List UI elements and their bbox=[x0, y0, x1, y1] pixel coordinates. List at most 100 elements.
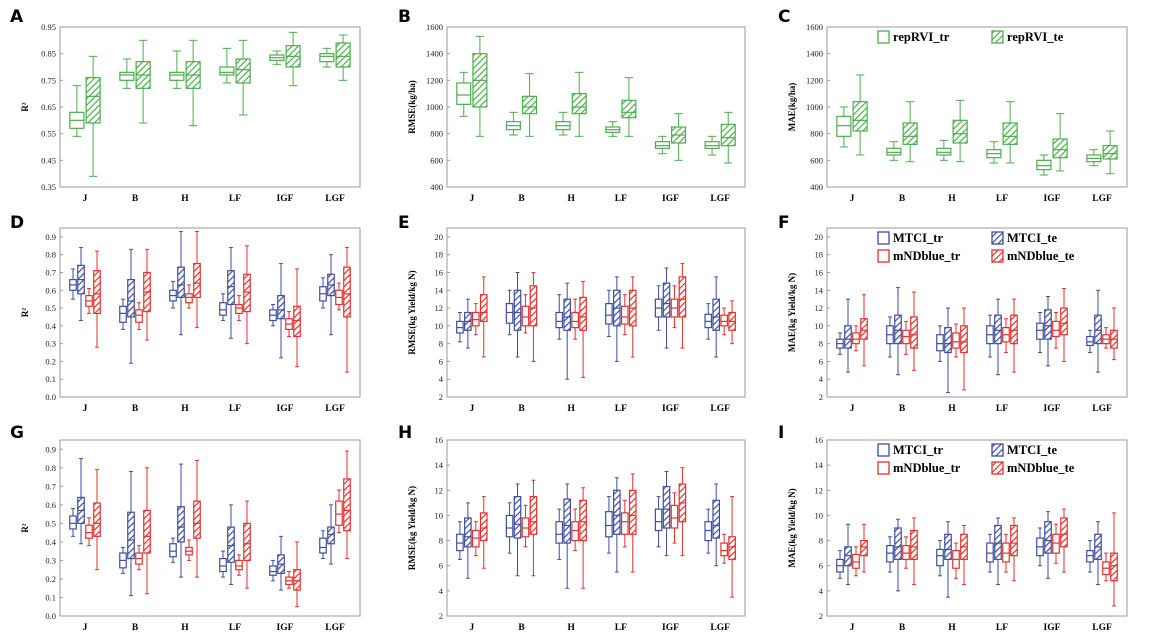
box-mtci-te bbox=[1044, 511, 1052, 579]
box-mndblue-tr bbox=[135, 302, 143, 330]
y-tick-label: 0.4 bbox=[45, 321, 56, 331]
box-mtci-tr bbox=[119, 298, 127, 330]
box-mndblue-tr bbox=[571, 508, 579, 552]
box-mtci-tr bbox=[555, 508, 564, 560]
x-category-label: LF bbox=[996, 623, 1008, 633]
box-reprvi-te bbox=[135, 39, 151, 124]
box-mtci-tr bbox=[169, 280, 177, 309]
box-mtci-te bbox=[613, 477, 621, 573]
box-mtci-tr bbox=[555, 294, 564, 340]
box-mndblue-te bbox=[193, 231, 201, 329]
y-tick-label: 8 bbox=[439, 536, 443, 546]
x-category-label: LGF bbox=[325, 623, 345, 633]
y-tick-label: 0.35 bbox=[41, 182, 56, 192]
y-tick-label: 14 bbox=[815, 285, 824, 295]
y-tick-label: 20 bbox=[435, 232, 444, 242]
box-mtci-tr bbox=[1086, 329, 1094, 354]
box-reprvi-tr bbox=[269, 50, 285, 65]
box-reprvi-tr bbox=[119, 58, 135, 89]
panel-h: H 2 4 6 8 10 12 14 16 RMSE(kg Yield/kg N) J B H LF IGF… bbox=[398, 423, 746, 633]
box-mtci-tr bbox=[269, 303, 277, 327]
box-mndblue-tr bbox=[521, 504, 530, 548]
box-mtci-tr bbox=[219, 550, 227, 578]
y-tick-label: 0.8 bbox=[45, 463, 56, 473]
open-box-icon bbox=[877, 443, 890, 457]
box-mndblue-tr bbox=[670, 492, 679, 544]
box-mndblue-tr bbox=[85, 517, 93, 547]
box-mndblue-te bbox=[343, 450, 351, 560]
box-reprvi-te bbox=[285, 31, 301, 87]
box-mtci-te bbox=[844, 523, 852, 586]
box-mndblue-tr bbox=[185, 284, 193, 309]
y-tick-label: 0.65 bbox=[41, 102, 56, 112]
box-mndblue-te bbox=[860, 294, 868, 367]
box-mtci-tr bbox=[605, 289, 613, 338]
y-tick-label: 0.6 bbox=[45, 500, 56, 510]
x-category-label: IGF bbox=[277, 404, 294, 414]
x-category-label: J bbox=[83, 623, 88, 633]
box-reprvi-te bbox=[902, 101, 918, 163]
box-mtci-te bbox=[177, 231, 185, 336]
box-mndblue-te bbox=[529, 271, 538, 362]
box-mndblue-tr bbox=[620, 294, 629, 336]
y-tick-label: 16 bbox=[435, 435, 444, 445]
box-mtci-tr bbox=[936, 540, 944, 577]
x-category-label: LGF bbox=[325, 404, 345, 414]
box-mndblue-tr bbox=[471, 521, 480, 557]
y-tick-label: 12 bbox=[815, 303, 824, 313]
plot-frame bbox=[826, 227, 1128, 398]
x-category-label: IGF bbox=[1044, 194, 1061, 204]
panel-label: B bbox=[398, 7, 411, 27]
box-mtci-te bbox=[1044, 295, 1052, 367]
box-mtci-te bbox=[464, 502, 472, 579]
box-mtci-te bbox=[127, 248, 135, 364]
y-tick-label: 1600 bbox=[426, 22, 443, 32]
open-box-icon bbox=[877, 231, 890, 245]
box-mndblue-tr bbox=[1002, 533, 1010, 573]
box-reprvi-te bbox=[621, 77, 637, 137]
x-category-label: J bbox=[469, 194, 474, 204]
box-mtci-tr bbox=[1036, 527, 1044, 567]
box-mndblue-tr bbox=[902, 320, 910, 355]
y-tick-label: 2 bbox=[439, 392, 443, 402]
y-tick-label: 4 bbox=[819, 586, 824, 596]
box-reprvi-tr bbox=[555, 111, 571, 136]
y-tick-label: 0.7 bbox=[45, 267, 56, 277]
box-mtci-te bbox=[894, 287, 902, 376]
box-reprvi-tr bbox=[1086, 149, 1102, 167]
box-mndblue-te bbox=[529, 479, 538, 577]
y-tick-label: 0.0 bbox=[45, 392, 56, 402]
box-mndblue-tr bbox=[285, 311, 293, 338]
box-reprvi-te bbox=[1102, 130, 1118, 175]
open-box-icon bbox=[877, 249, 890, 263]
box-mtci-tr bbox=[936, 325, 944, 362]
box-reprvi-tr bbox=[505, 111, 521, 136]
y-tick-label: 0.85 bbox=[41, 49, 56, 59]
x-category-label: H bbox=[567, 623, 575, 633]
box-mtci-tr bbox=[836, 332, 844, 355]
x-category-label: B bbox=[518, 404, 525, 414]
box-mtci-te bbox=[712, 276, 721, 358]
legend-entry: MTCI_tr bbox=[893, 231, 943, 245]
y-tick-label: 2 bbox=[439, 611, 443, 621]
box-mndblue-tr bbox=[1052, 312, 1060, 349]
box-mndblue-te bbox=[479, 276, 488, 358]
y-tick-label: 0.3 bbox=[45, 555, 56, 565]
box-mndblue-te bbox=[910, 291, 918, 371]
y-tick-label: 10 bbox=[815, 321, 824, 331]
box-mndblue-te bbox=[243, 245, 251, 345]
x-category-label: J bbox=[83, 404, 88, 414]
legend-entry: repRVI_tr bbox=[893, 30, 950, 44]
y-tick-label: 8 bbox=[819, 339, 823, 349]
box-mtci-te bbox=[277, 535, 285, 591]
y-axis-label: RMSE(kg Yield/kg N) bbox=[407, 486, 417, 570]
box-mndblue-tr bbox=[235, 295, 243, 322]
y-tick-label: 1000 bbox=[426, 102, 443, 112]
box-mtci-tr bbox=[505, 289, 514, 336]
x-category-label: IGF bbox=[277, 623, 294, 633]
x-category-label: LGF bbox=[1092, 623, 1112, 633]
box-mtci-tr bbox=[986, 533, 994, 573]
box-mtci-tr bbox=[505, 502, 514, 554]
box-mndblue-te bbox=[728, 300, 736, 345]
box-mtci-tr bbox=[269, 559, 277, 582]
